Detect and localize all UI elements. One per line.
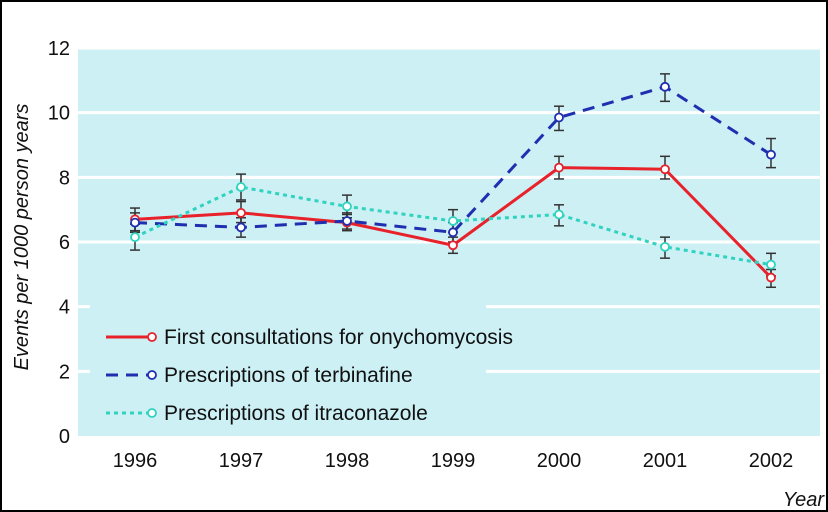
data-point [236,207,246,218]
y-axis-label: Events per 1000 person years [11,104,33,371]
legend-marker [147,332,157,342]
y-tick-label: 6 [59,232,70,254]
legend-item: Prescriptions of itraconazole [106,402,428,425]
legend: First consultations for onychomycosis Pre… [106,326,513,425]
x-tick-label: 1999 [431,450,476,472]
data-point [448,216,458,226]
legend-label: First consultations for onychomycosis [164,326,513,349]
data-point [448,240,458,251]
data-point [130,217,140,228]
data-point [342,216,352,226]
y-tick-label: 0 [59,426,70,448]
data-point [766,259,776,270]
data-point [660,81,670,92]
legend-item: Prescriptions of terbinafine [106,364,413,387]
legend-marker [147,408,157,418]
data-point [236,182,246,192]
y-axis-ticks: 0 2 4 6 8 10 12 [48,38,70,448]
x-tick-label: 2000 [537,450,582,472]
x-tick-label: 1998 [325,450,370,472]
data-point [554,209,564,220]
legend-box [90,303,486,412]
data-point [130,232,140,243]
legend-background [90,303,486,412]
x-axis-label: Year [783,489,825,510]
x-tick-label: 2002 [749,450,794,472]
series-markers [130,81,776,283]
y-tick-label: 4 [59,297,70,319]
data-point [554,162,564,173]
data-point [236,222,246,233]
data-point [448,227,458,238]
data-point [554,112,564,123]
y-tick-label: 2 [59,361,70,383]
legend-item: First consultations for onychomycosis [106,326,513,349]
data-point [766,149,776,160]
x-tick-label: 2001 [643,450,688,472]
data-point [342,201,352,212]
legend-label: Prescriptions of itraconazole [164,402,428,425]
data-point [660,241,670,252]
data-point [660,164,670,175]
legend-marker [147,370,157,380]
x-axis-ticks: 1996 1997 1998 1999 2000 2001 2002 [113,450,794,472]
y-tick-label: 8 [59,167,70,189]
x-tick-label: 1996 [113,450,158,472]
y-tick-label: 10 [48,103,70,125]
y-tick-label: 12 [48,38,70,60]
x-tick-label: 1997 [219,450,264,472]
data-point [766,272,776,283]
legend-label: Prescriptions of terbinafine [164,364,413,387]
